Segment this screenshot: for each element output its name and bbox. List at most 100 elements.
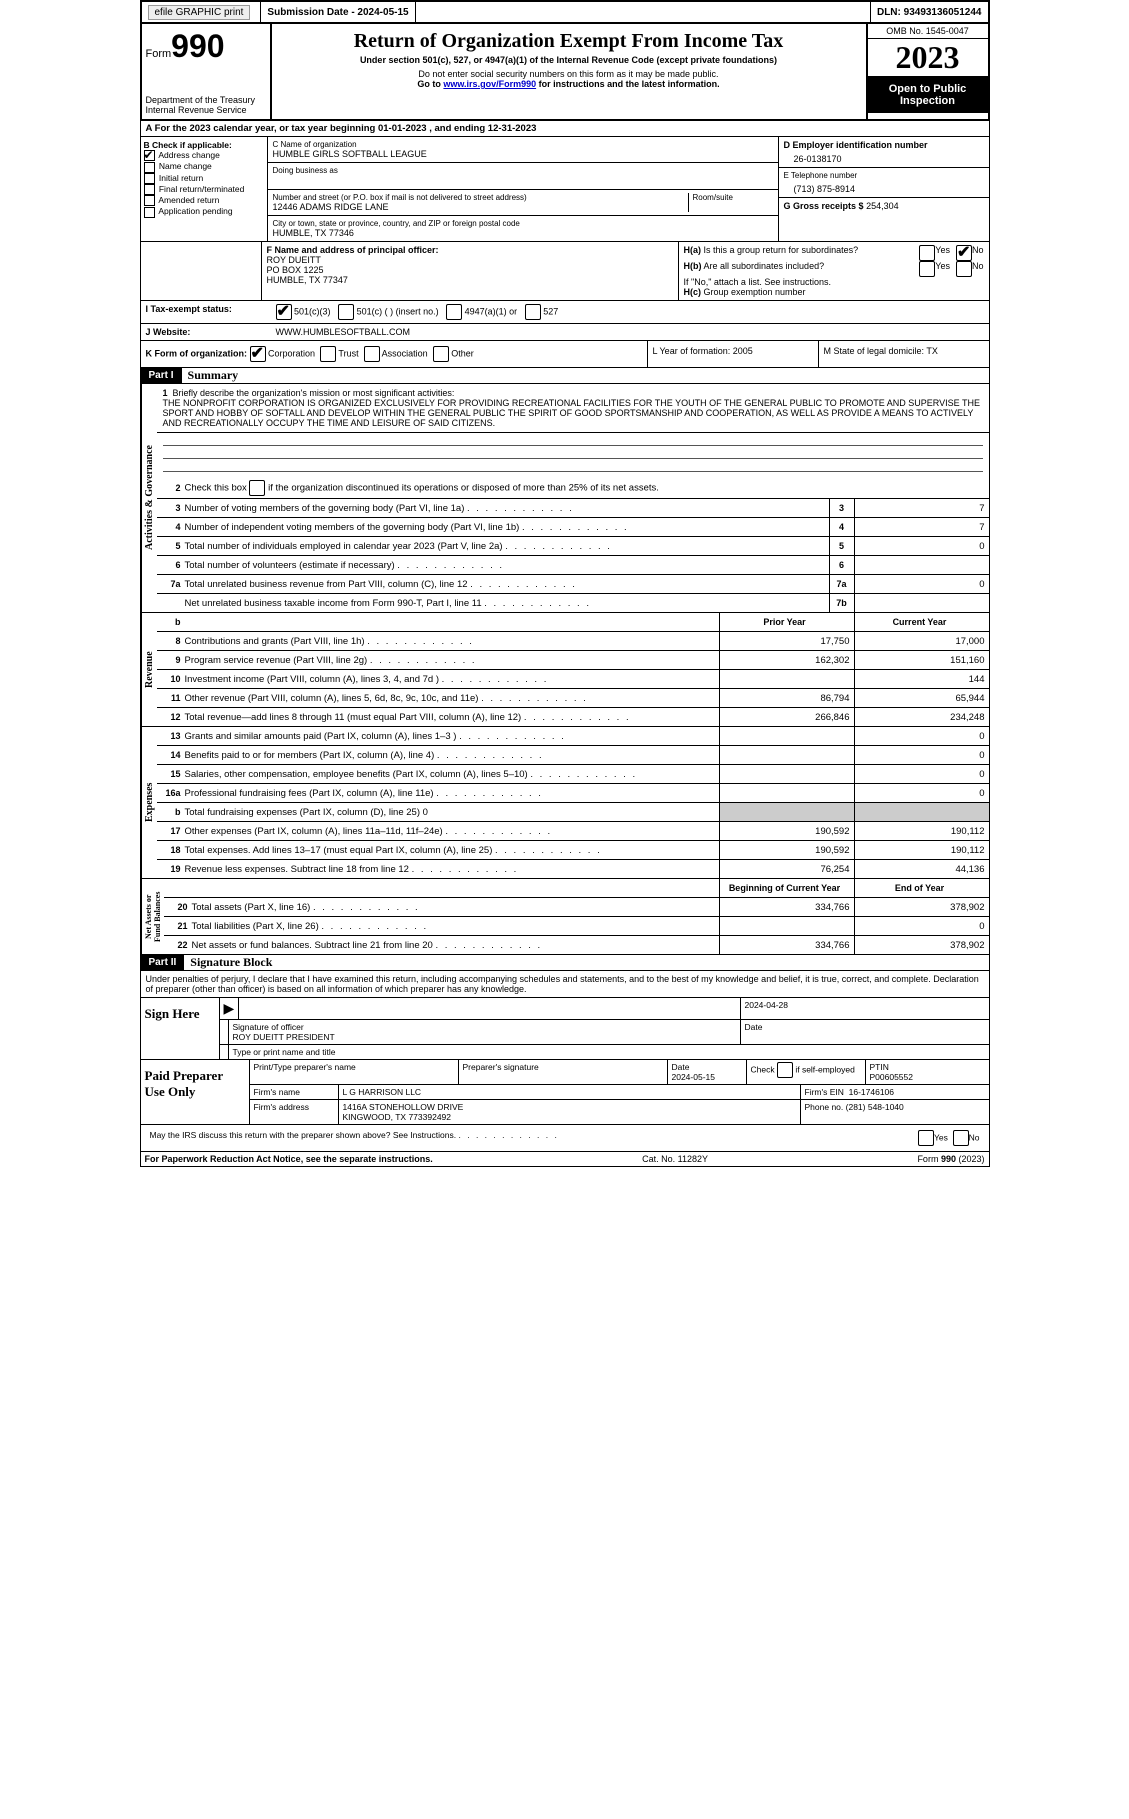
dept-treasury: Department of the Treasury Internal Reve…: [146, 95, 266, 115]
data-row: 20Total assets (Part X, line 16) 334,766…: [164, 898, 989, 917]
data-row: 14Benefits paid to or for members (Part …: [157, 746, 989, 765]
part2-header-bar: Part II Signature Block: [140, 955, 990, 971]
signature-block: Under penalties of perjury, I declare th…: [140, 971, 990, 1152]
4947-checkbox[interactable]: [446, 304, 462, 320]
other-checkbox[interactable]: [433, 346, 449, 362]
section-b-checkbox[interactable]: [144, 150, 155, 161]
part1-header-bar: Part I Summary: [140, 368, 990, 384]
section-b-checkbox[interactable]: [144, 162, 155, 173]
section-b-item: Initial return: [144, 173, 264, 184]
self-emp-checkbox[interactable]: [777, 1062, 793, 1078]
form-title: Return of Organization Exempt From Incom…: [276, 30, 862, 53]
trust-checkbox[interactable]: [320, 346, 336, 362]
form-subtitle: Under section 501(c), 527, or 4947(a)(1)…: [276, 55, 862, 65]
omb-number: OMB No. 1545-0047: [868, 24, 988, 39]
form-footer: Form 990 (2023): [917, 1154, 984, 1164]
addr-label: Number and street (or P.O. box if mail i…: [273, 193, 688, 202]
type-name-label: Type or print name and title: [229, 1045, 989, 1059]
dln: DLN: 93493136051244: [871, 0, 988, 24]
firm-addr2: KINGWOOD, TX 773392492: [343, 1112, 452, 1122]
section-b-item: Name change: [144, 161, 264, 172]
gross-label: G Gross receipts $: [784, 201, 864, 211]
501c3-checkbox[interactable]: [276, 304, 292, 320]
governance-row: 6Total number of volunteers (estimate if…: [157, 556, 989, 575]
data-row: 17Other expenses (Part IX, column (A), l…: [157, 822, 989, 841]
prep-sig-label: Preparer's signature: [459, 1060, 668, 1084]
blank-line: [163, 459, 983, 472]
527-checkbox[interactable]: [525, 304, 541, 320]
paid-preparer-label: Paid Preparer Use Only: [141, 1060, 250, 1124]
paperwork-notice: For Paperwork Reduction Act Notice, see …: [145, 1154, 433, 1164]
section-b-checkbox[interactable]: [144, 173, 155, 184]
discuss-yes-checkbox[interactable]: [918, 1130, 934, 1146]
city-state-zip: HUMBLE, TX 77346: [273, 228, 773, 238]
state-domicile: M State of legal domicile: TX: [818, 341, 989, 367]
part1-badge: Part I: [141, 368, 182, 383]
section-b-item: Address change: [144, 150, 264, 161]
expenses-section: Expenses 13Grants and similar amounts pa…: [140, 727, 990, 879]
netassets-section: Net Assets orFund Balances Beginning of …: [140, 879, 990, 955]
data-row: 11Other revenue (Part VIII, column (A), …: [157, 689, 989, 708]
begin-year-header: Beginning of Current Year: [719, 879, 854, 897]
discuss-text: May the IRS discuss this return with the…: [146, 1128, 915, 1148]
sig-officer-label: Signature of officer: [233, 1022, 304, 1032]
governance-row: 3Number of voting members of the governi…: [157, 499, 989, 518]
part2-title: Signature Block: [184, 955, 272, 970]
blank-line: [163, 446, 983, 459]
activities-label: Activities & Governance: [141, 384, 157, 612]
data-row: 8Contributions and grants (Part VIII, li…: [157, 632, 989, 651]
ha-no-checkbox[interactable]: [956, 245, 972, 261]
data-row: bTotal fundraising expenses (Part IX, co…: [157, 803, 989, 822]
data-row: 15Salaries, other compensation, employee…: [157, 765, 989, 784]
data-row: 21Total liabilities (Part X, line 26) 0: [164, 917, 989, 936]
section-b-item: Application pending: [144, 206, 264, 217]
section-b-checkbox[interactable]: [144, 195, 155, 206]
data-row: 13Grants and similar amounts paid (Part …: [157, 727, 989, 746]
revenue-section: Revenue b Prior Year Current Year 8Contr…: [140, 613, 990, 727]
governance-row: 5Total number of individuals employed in…: [157, 537, 989, 556]
hb-no-checkbox[interactable]: [956, 261, 972, 277]
irs-link[interactable]: www.irs.gov/Form990: [443, 79, 536, 89]
section-b-checkboxes: B Check if applicable: Address change Na…: [141, 137, 268, 241]
section-b-header: B Check if applicable:: [144, 140, 264, 150]
data-row: 16aProfessional fundraising fees (Part I…: [157, 784, 989, 803]
hb-yes-checkbox[interactable]: [919, 261, 935, 277]
arrow-icon: ▶: [220, 998, 240, 1019]
officer-name: ROY DUEITT: [267, 255, 673, 265]
ha-yes-checkbox[interactable]: [919, 245, 935, 261]
line2-text: Check this box if the organization disco…: [185, 478, 989, 498]
form-number: Form990: [146, 28, 266, 65]
line-a-tax-year: A For the 2023 calendar year, or tax yea…: [140, 121, 990, 137]
gross-value: 254,304: [866, 201, 899, 211]
firm-addr-label: Firm's address: [250, 1100, 339, 1124]
section-b-checkbox[interactable]: [144, 184, 155, 195]
activities-governance: Activities & Governance 1 Briefly descri…: [140, 384, 990, 613]
governance-row: Net unrelated business taxable income fr…: [157, 594, 989, 612]
governance-row: 7aTotal unrelated business revenue from …: [157, 575, 989, 594]
officer-label: F Name and address of principal officer:: [267, 245, 673, 255]
line2-checkbox[interactable]: [249, 480, 265, 496]
date-label: Date: [741, 1020, 989, 1044]
ein-value: 26-0138170: [784, 150, 984, 164]
corp-checkbox[interactable]: [250, 346, 266, 362]
street-address: 12446 ADAMS RIDGE LANE: [273, 202, 688, 212]
section-j: J Website: WWW.HUMBLESOFTBALL.COM: [140, 324, 990, 341]
discuss-no-checkbox[interactable]: [953, 1130, 969, 1146]
mission-label: Briefly describe the organization's miss…: [173, 388, 455, 398]
efile-button[interactable]: efile GRAPHIC print: [148, 5, 251, 20]
top-bar: efile GRAPHIC print Submission Date - 20…: [140, 0, 990, 24]
prep-name-label: Print/Type preparer's name: [250, 1060, 459, 1084]
officer-addr2: HUMBLE, TX 77347: [267, 275, 673, 285]
501c-checkbox[interactable]: [338, 304, 354, 320]
org-name-label: C Name of organization: [273, 140, 773, 149]
section-b-item: Final return/terminated: [144, 184, 264, 195]
prep-date: 2024-05-15: [672, 1072, 715, 1082]
h-b-row: H(b) Are all subordinates included? Yes …: [684, 261, 984, 277]
assoc-checkbox[interactable]: [364, 346, 380, 362]
firm-addr1: 1416A STONEHOLLOW DRIVE: [343, 1102, 464, 1112]
self-employed: Check if self-employed: [747, 1060, 866, 1084]
website-value: WWW.HUMBLESOFTBALL.COM: [271, 324, 989, 340]
section-b-checkbox[interactable]: [144, 207, 155, 218]
current-year-header: Current Year: [854, 613, 989, 631]
section-i: I Tax-exempt status: 501(c)(3) 501(c) ( …: [140, 301, 990, 324]
